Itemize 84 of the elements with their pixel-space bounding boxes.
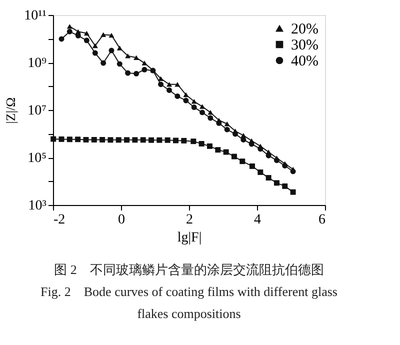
point bbox=[58, 136, 64, 142]
point bbox=[92, 50, 98, 56]
point bbox=[100, 136, 106, 142]
y-tick-label: 10⁷ bbox=[28, 104, 47, 118]
point bbox=[124, 137, 130, 143]
point bbox=[174, 93, 180, 99]
y-tick-label: 10³ bbox=[28, 198, 46, 214]
point bbox=[116, 46, 122, 50]
point bbox=[108, 137, 114, 143]
point bbox=[116, 137, 122, 143]
point bbox=[108, 48, 114, 54]
point bbox=[173, 138, 178, 144]
point bbox=[174, 82, 180, 87]
point bbox=[223, 149, 229, 155]
legend-label: 30% bbox=[291, 38, 318, 54]
x-tick-label: -2 bbox=[54, 212, 66, 228]
point bbox=[158, 76, 164, 81]
point bbox=[66, 136, 72, 142]
point bbox=[232, 131, 238, 137]
point bbox=[84, 30, 90, 36]
point bbox=[240, 158, 246, 164]
point bbox=[156, 137, 162, 143]
point bbox=[240, 133, 246, 138]
point bbox=[200, 110, 205, 116]
x-tick-label: 6 bbox=[318, 212, 326, 228]
x-tick-label: 0 bbox=[118, 212, 125, 228]
point bbox=[258, 146, 264, 152]
point bbox=[140, 137, 146, 143]
point bbox=[290, 168, 296, 174]
point bbox=[125, 70, 131, 76]
point bbox=[84, 38, 90, 44]
point bbox=[208, 115, 214, 121]
legend-label: 20% bbox=[291, 22, 318, 38]
point bbox=[50, 136, 56, 142]
point bbox=[116, 61, 122, 67]
point bbox=[66, 28, 72, 34]
point bbox=[66, 24, 72, 29]
point bbox=[191, 99, 197, 104]
point bbox=[164, 137, 170, 143]
x-axis-title: lg|F| bbox=[177, 230, 202, 246]
point bbox=[266, 175, 272, 181]
point bbox=[224, 122, 230, 126]
point bbox=[231, 154, 237, 160]
point bbox=[58, 36, 64, 42]
point bbox=[75, 136, 81, 142]
y-axis-title: |Z|/Ω bbox=[3, 97, 18, 124]
point bbox=[258, 169, 264, 175]
point bbox=[250, 163, 255, 169]
point bbox=[142, 66, 148, 72]
point bbox=[132, 137, 138, 143]
caption: Fig. 2 Bode curves of coating films with different glass flakes compositions bbox=[40, 284, 338, 321]
point bbox=[83, 136, 89, 142]
point bbox=[282, 183, 288, 189]
y-tick-label: 10⁹ bbox=[28, 56, 47, 71]
legend-label: 40% bbox=[291, 54, 318, 70]
point bbox=[274, 180, 280, 186]
point bbox=[200, 104, 205, 109]
x-tick-label: 2 bbox=[186, 212, 193, 228]
point bbox=[191, 104, 197, 110]
point bbox=[181, 138, 187, 144]
point bbox=[134, 70, 140, 76]
caption: 图 2 不同玻璃鳞片含量的涂层交流阻抗伯德图 bbox=[54, 262, 324, 277]
point bbox=[91, 136, 97, 142]
point bbox=[224, 126, 230, 132]
point bbox=[100, 32, 106, 37]
point bbox=[207, 143, 212, 149]
point bbox=[282, 163, 288, 168]
y-tick-label: 10¹¹ bbox=[24, 8, 46, 24]
x-tick-label: 4 bbox=[254, 212, 261, 228]
point bbox=[166, 87, 172, 93]
point bbox=[208, 110, 214, 115]
y-tick-label: 10⁵ bbox=[28, 151, 47, 166]
point bbox=[148, 137, 154, 143]
point bbox=[215, 147, 221, 153]
point bbox=[290, 189, 296, 195]
point bbox=[158, 82, 164, 88]
point bbox=[125, 54, 131, 58]
point bbox=[183, 98, 189, 104]
point bbox=[274, 158, 280, 164]
point bbox=[134, 55, 140, 60]
point bbox=[198, 140, 204, 146]
point bbox=[100, 60, 106, 66]
point bbox=[142, 60, 148, 66]
point bbox=[190, 138, 196, 144]
